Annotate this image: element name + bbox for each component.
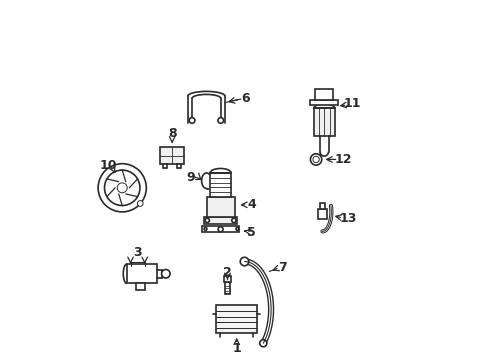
Bar xyxy=(177,164,181,168)
Circle shape xyxy=(218,227,223,232)
Bar xyxy=(315,89,332,100)
Text: 8: 8 xyxy=(167,127,176,140)
Circle shape xyxy=(240,257,248,266)
Text: 3: 3 xyxy=(133,246,142,259)
Text: 6: 6 xyxy=(241,92,249,105)
Circle shape xyxy=(312,156,319,163)
Bar xyxy=(135,283,144,290)
Bar xyxy=(210,173,230,197)
Bar xyxy=(319,203,325,209)
Text: 10: 10 xyxy=(99,159,117,172)
Bar xyxy=(160,147,184,164)
Circle shape xyxy=(98,164,146,212)
Text: 4: 4 xyxy=(247,198,255,211)
Circle shape xyxy=(259,340,266,347)
Circle shape xyxy=(189,118,195,123)
Circle shape xyxy=(117,183,127,193)
Text: 9: 9 xyxy=(186,171,195,184)
Bar xyxy=(126,264,157,283)
Circle shape xyxy=(161,270,170,278)
Text: 12: 12 xyxy=(334,153,351,166)
Text: 1: 1 xyxy=(232,342,241,355)
Circle shape xyxy=(218,118,223,123)
Bar xyxy=(223,276,231,282)
Text: 5: 5 xyxy=(247,226,255,239)
Bar xyxy=(206,197,234,216)
Bar xyxy=(313,108,334,136)
Bar xyxy=(216,306,256,333)
Circle shape xyxy=(137,201,143,206)
Text: 2: 2 xyxy=(223,266,231,279)
Circle shape xyxy=(205,218,209,222)
Circle shape xyxy=(104,170,140,206)
Bar xyxy=(224,282,230,294)
Circle shape xyxy=(231,218,236,222)
Circle shape xyxy=(203,228,206,230)
Text: 11: 11 xyxy=(343,97,360,110)
Bar xyxy=(163,164,167,168)
Bar xyxy=(309,100,338,105)
Circle shape xyxy=(310,154,321,165)
Bar xyxy=(318,209,326,219)
Text: 13: 13 xyxy=(339,212,356,225)
Bar xyxy=(203,216,237,224)
Bar xyxy=(202,226,239,232)
Circle shape xyxy=(236,228,238,230)
Text: 7: 7 xyxy=(278,261,286,274)
